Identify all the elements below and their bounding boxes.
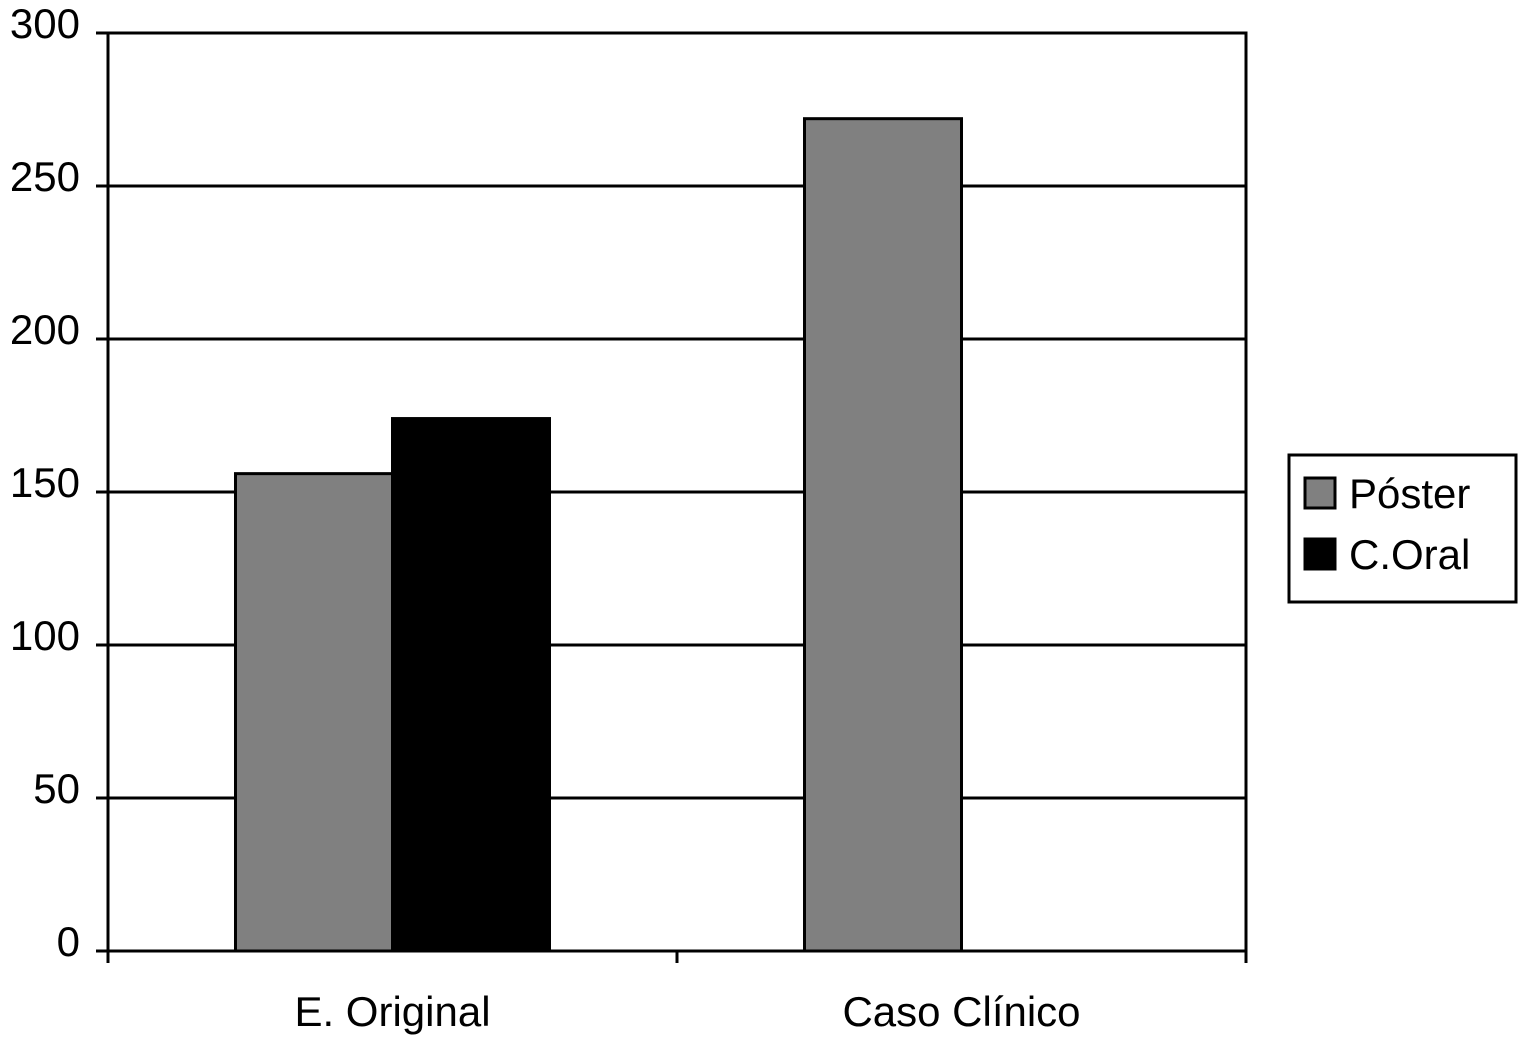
- legend-swatch: [1303, 537, 1337, 571]
- x-tick-label: Caso Clínico: [842, 988, 1080, 1035]
- legend-label: Póster: [1349, 470, 1470, 517]
- bar: [803, 117, 963, 953]
- y-tick-label: 150: [10, 459, 80, 506]
- legend-label: C.Oral: [1349, 531, 1470, 578]
- y-tick-label: 50: [33, 765, 80, 812]
- x-tick-label: E. Original: [294, 988, 490, 1035]
- y-tick-label: 0: [57, 918, 80, 965]
- y-tick-label: 100: [10, 612, 80, 659]
- bar: [391, 417, 551, 953]
- legend-box: [1287, 453, 1518, 604]
- y-tick-label: 200: [10, 306, 80, 353]
- y-tick-label: 250: [10, 153, 80, 200]
- legend-swatch: [1303, 476, 1337, 510]
- bar: [234, 472, 394, 953]
- y-tick-label: 300: [10, 0, 80, 47]
